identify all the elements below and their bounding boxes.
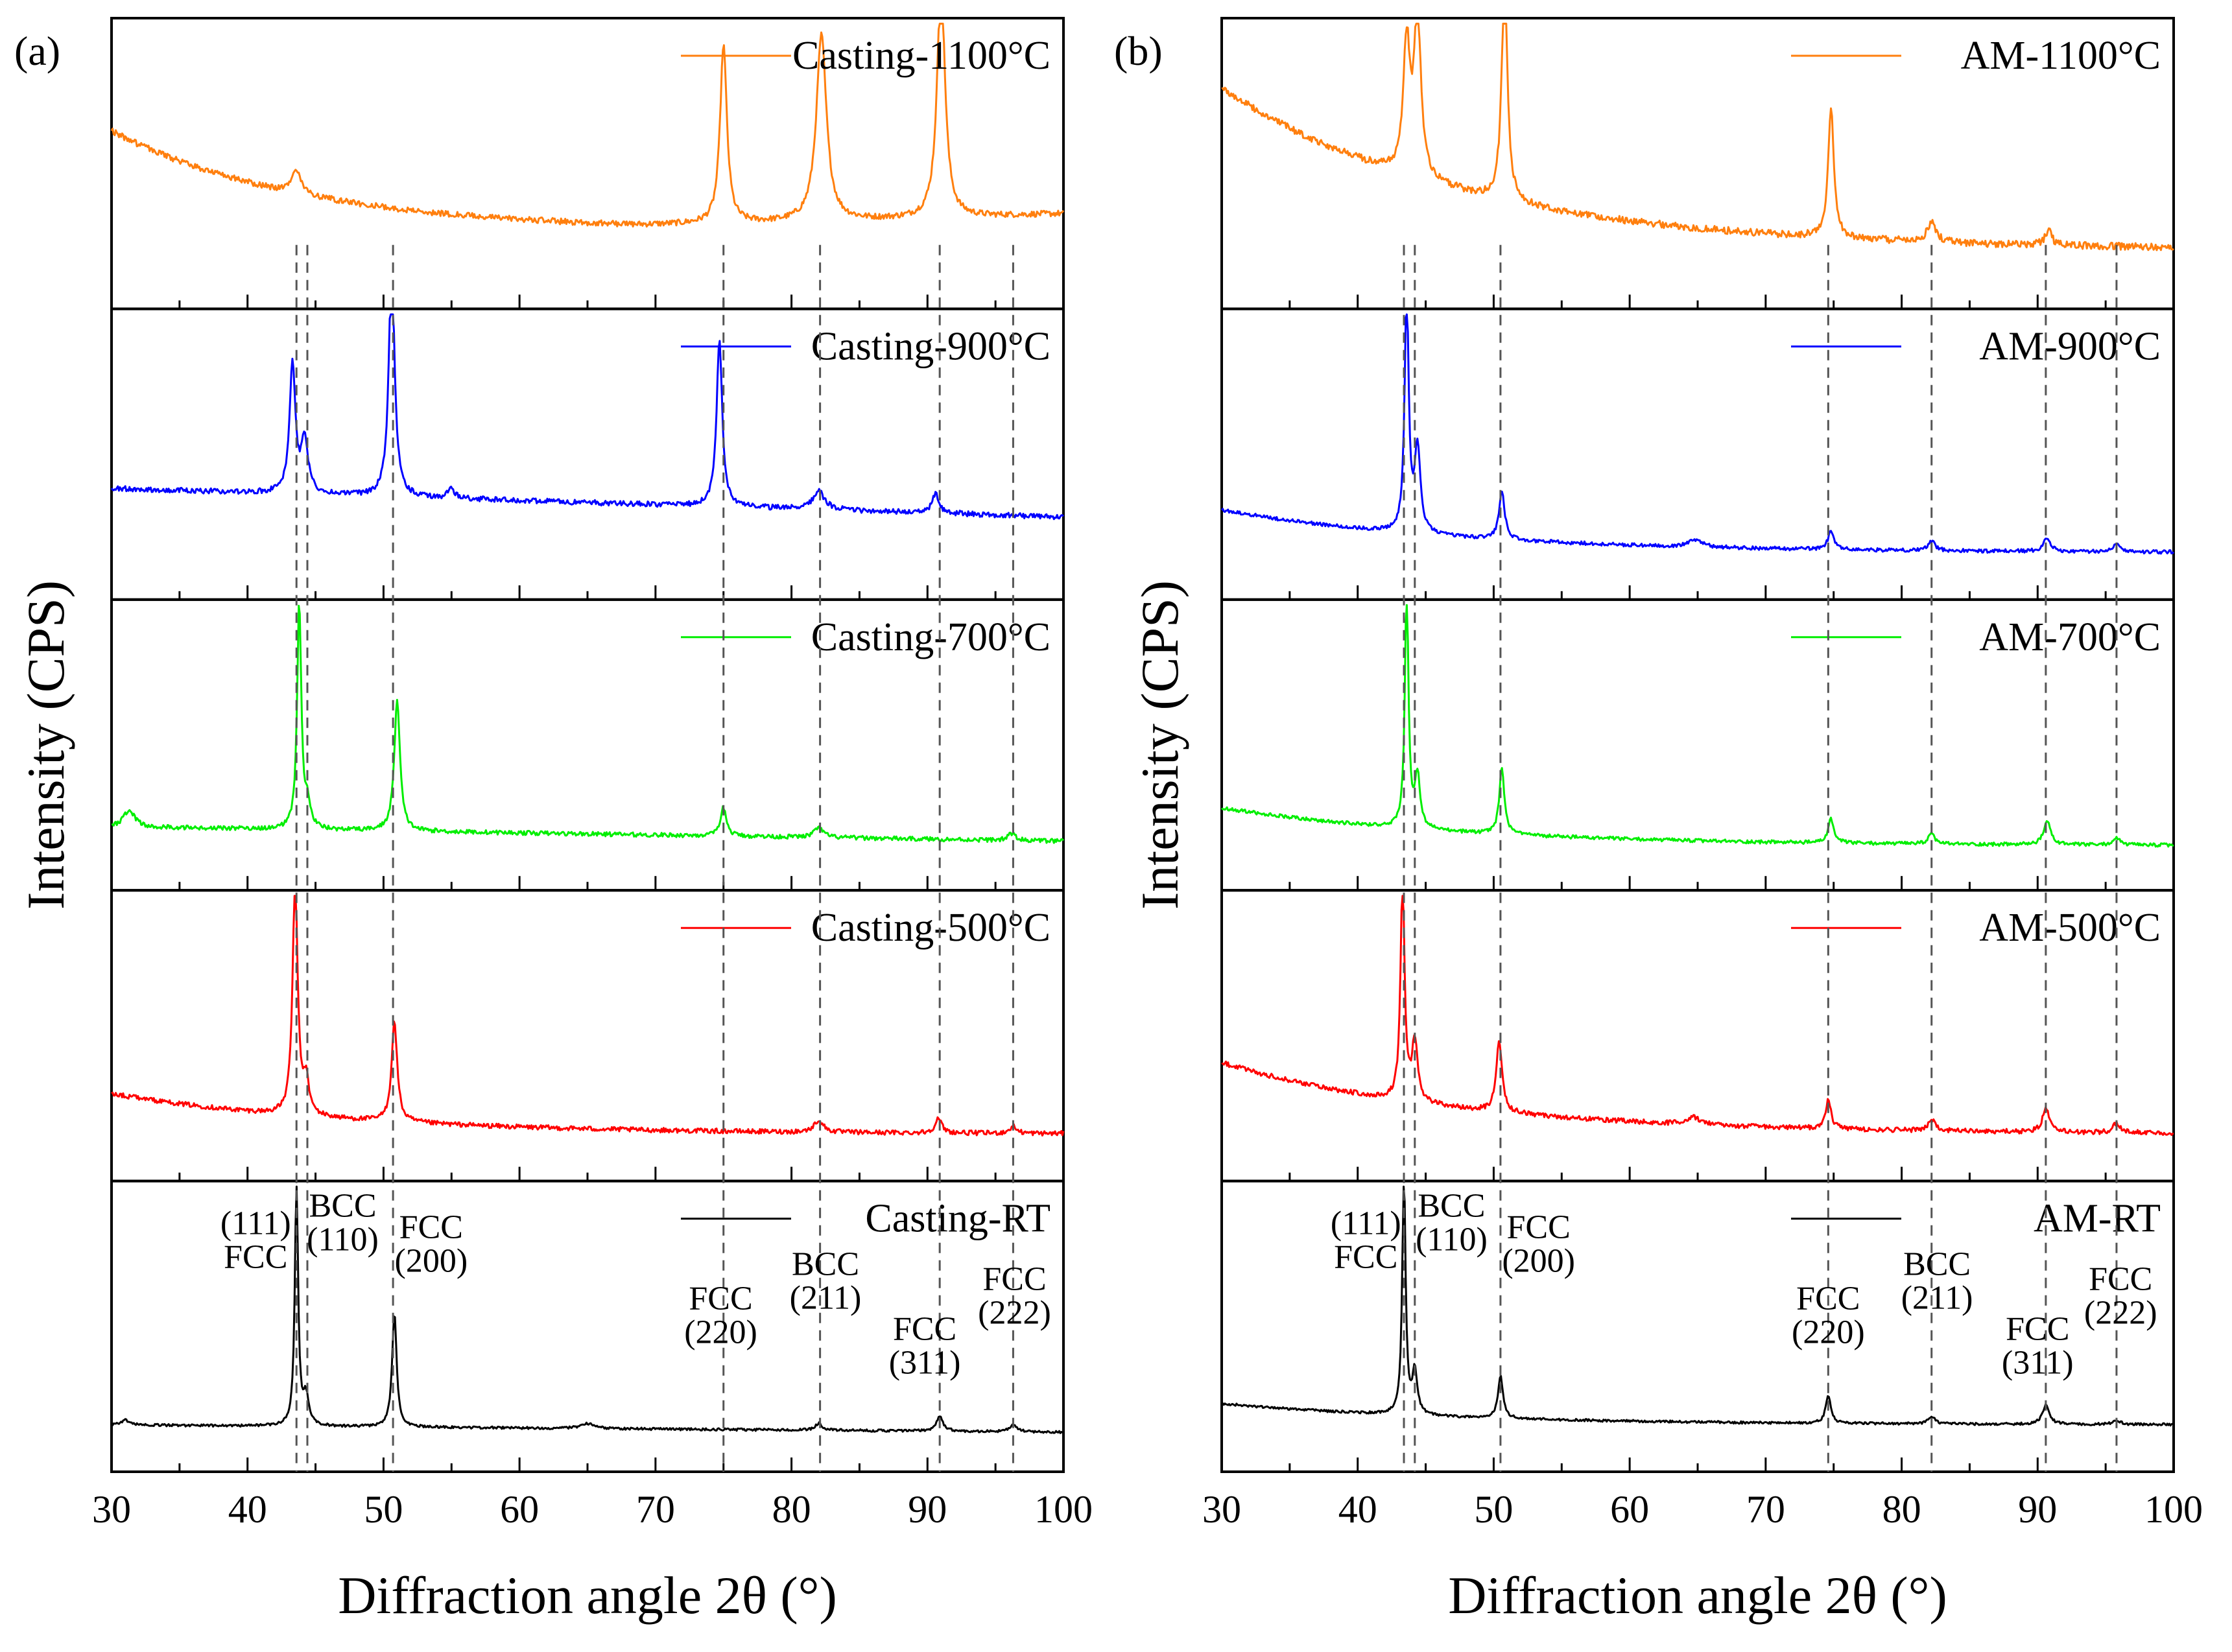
peak-annotation-line2: (311) (889, 1345, 961, 1382)
series-line (1221, 23, 2174, 252)
peak-annotation-line1: FCC (2089, 1261, 2152, 1298)
peak-annotation-line1: BCC (1418, 1188, 1485, 1225)
peak-annotation-line2: FCC (224, 1239, 287, 1276)
panel-a: (a) Casting-1100°C Casting-900°C Casting-70… (14, 17, 1093, 1625)
series-line (110, 23, 1065, 228)
peak-annotation-line2: FCC (1334, 1239, 1397, 1276)
subplot-3: Casting-500°C (110, 889, 1065, 1183)
x-tick-label: 100 (2144, 1488, 2203, 1531)
legend-label: Casting-500°C (811, 906, 1051, 950)
legend-label: Casting-900°C (811, 324, 1051, 368)
y-axis-label: Intensity (CPS) (1130, 580, 1189, 910)
x-tick-label: 30 (1202, 1488, 1241, 1531)
x-tick-label: 90 (908, 1488, 947, 1531)
x-tick-label: 50 (364, 1488, 403, 1531)
x-axis-label: Diffraction angle 2θ (°) (1448, 1566, 1947, 1625)
legend-label: Casting-RT (865, 1197, 1051, 1241)
series-line (1221, 1185, 2174, 1427)
subplot-2: AM-700°C (1220, 598, 2175, 892)
x-tick-label: 90 (2018, 1488, 2057, 1531)
peak-annotation-line1: BCC (309, 1188, 376, 1225)
series-line (1220, 604, 2174, 848)
peak-annotation-line2: (222) (978, 1295, 1051, 1332)
panel-label: (b) (1114, 28, 1163, 74)
peak-annotation-line2: (200) (395, 1243, 468, 1280)
peak-annotation-line2: (200) (1502, 1243, 1575, 1280)
peak-annotation-line2: (110) (307, 1221, 379, 1258)
peak-annotation-line1: FCC (982, 1261, 1046, 1298)
legend-label: AM-700°C (1979, 615, 2161, 659)
series-line (1220, 313, 2175, 555)
subplot-4: Casting-RT (110, 1179, 1065, 1473)
legend-label: AM-RT (2034, 1197, 2161, 1241)
series-line (110, 313, 1065, 521)
peak-annotation-line1: FCC (893, 1311, 956, 1348)
legend-label: AM-900°C (1979, 324, 2161, 368)
subplot-0: AM-1100°C (1220, 17, 2175, 311)
legend-label: Casting-1100°C (792, 34, 1051, 78)
subplot-3: AM-500°C (1220, 889, 2175, 1183)
x-tick-label: 100 (1034, 1488, 1093, 1531)
peak-annotation-line1: (111) (1331, 1205, 1401, 1242)
peak-annotation-line1: FCC (1506, 1209, 1570, 1246)
peak-annotation-line2: (211) (790, 1280, 862, 1317)
peak-annotation-line2: (220) (684, 1314, 757, 1351)
peak-annotation-line1: BCC (792, 1246, 859, 1283)
subplot-2: Casting-700°C (110, 598, 1065, 892)
x-tick-label: 70 (1746, 1488, 1785, 1531)
peak-annotation-line1: BCC (1903, 1246, 1971, 1283)
legend-label: Casting-700°C (811, 615, 1051, 659)
peak-annotation-line1: FCC (1796, 1280, 1860, 1317)
peak-annotation-line1: (111) (220, 1205, 291, 1242)
x-tick-label: 60 (1610, 1488, 1649, 1531)
subplot-1: Casting-900°C (110, 307, 1065, 601)
peak-annotation-line2: (311) (2002, 1345, 2074, 1382)
peak-annotation-line2: (222) (2084, 1295, 2157, 1332)
peak-annotation-line2: (110) (1416, 1221, 1488, 1258)
x-tick-label: 50 (1474, 1488, 1513, 1531)
peak-annotation-line1: FCC (399, 1209, 463, 1246)
y-axis-label: Intensity (CPS) (16, 580, 75, 910)
peak-annotation-line1: FCC (689, 1280, 752, 1317)
series-line (110, 1185, 1064, 1434)
x-tick-label: 30 (92, 1488, 131, 1531)
peak-annotation-line2: (220) (1792, 1314, 1865, 1351)
x-tick-label: 60 (500, 1488, 539, 1531)
panel-label: (a) (14, 28, 60, 74)
subplot-1: AM-900°C (1220, 307, 2175, 601)
x-tick-label: 40 (1338, 1488, 1377, 1531)
series-line (1221, 895, 2174, 1136)
x-tick-label: 70 (636, 1488, 675, 1531)
x-tick-label: 80 (772, 1488, 811, 1531)
legend-label: AM-500°C (1979, 906, 2161, 950)
x-tick-label: 80 (1882, 1488, 1921, 1531)
subplot-4: AM-RT (1220, 1179, 2175, 1473)
series-line (111, 895, 1065, 1137)
x-axis-label: Diffraction angle 2θ (°) (338, 1566, 837, 1625)
panel-b: (b) AM-1100°C AM-900°C AM-700°C AM-500°C AM-R… (1114, 17, 2203, 1625)
x-tick-label: 40 (228, 1488, 267, 1531)
peak-annotation-line1: FCC (2006, 1311, 2069, 1348)
peak-annotation-line2: (211) (1901, 1280, 1973, 1317)
series-line (112, 604, 1065, 844)
subplot-0: Casting-1100°C (110, 17, 1065, 311)
legend-label: AM-1100°C (1961, 34, 2161, 78)
